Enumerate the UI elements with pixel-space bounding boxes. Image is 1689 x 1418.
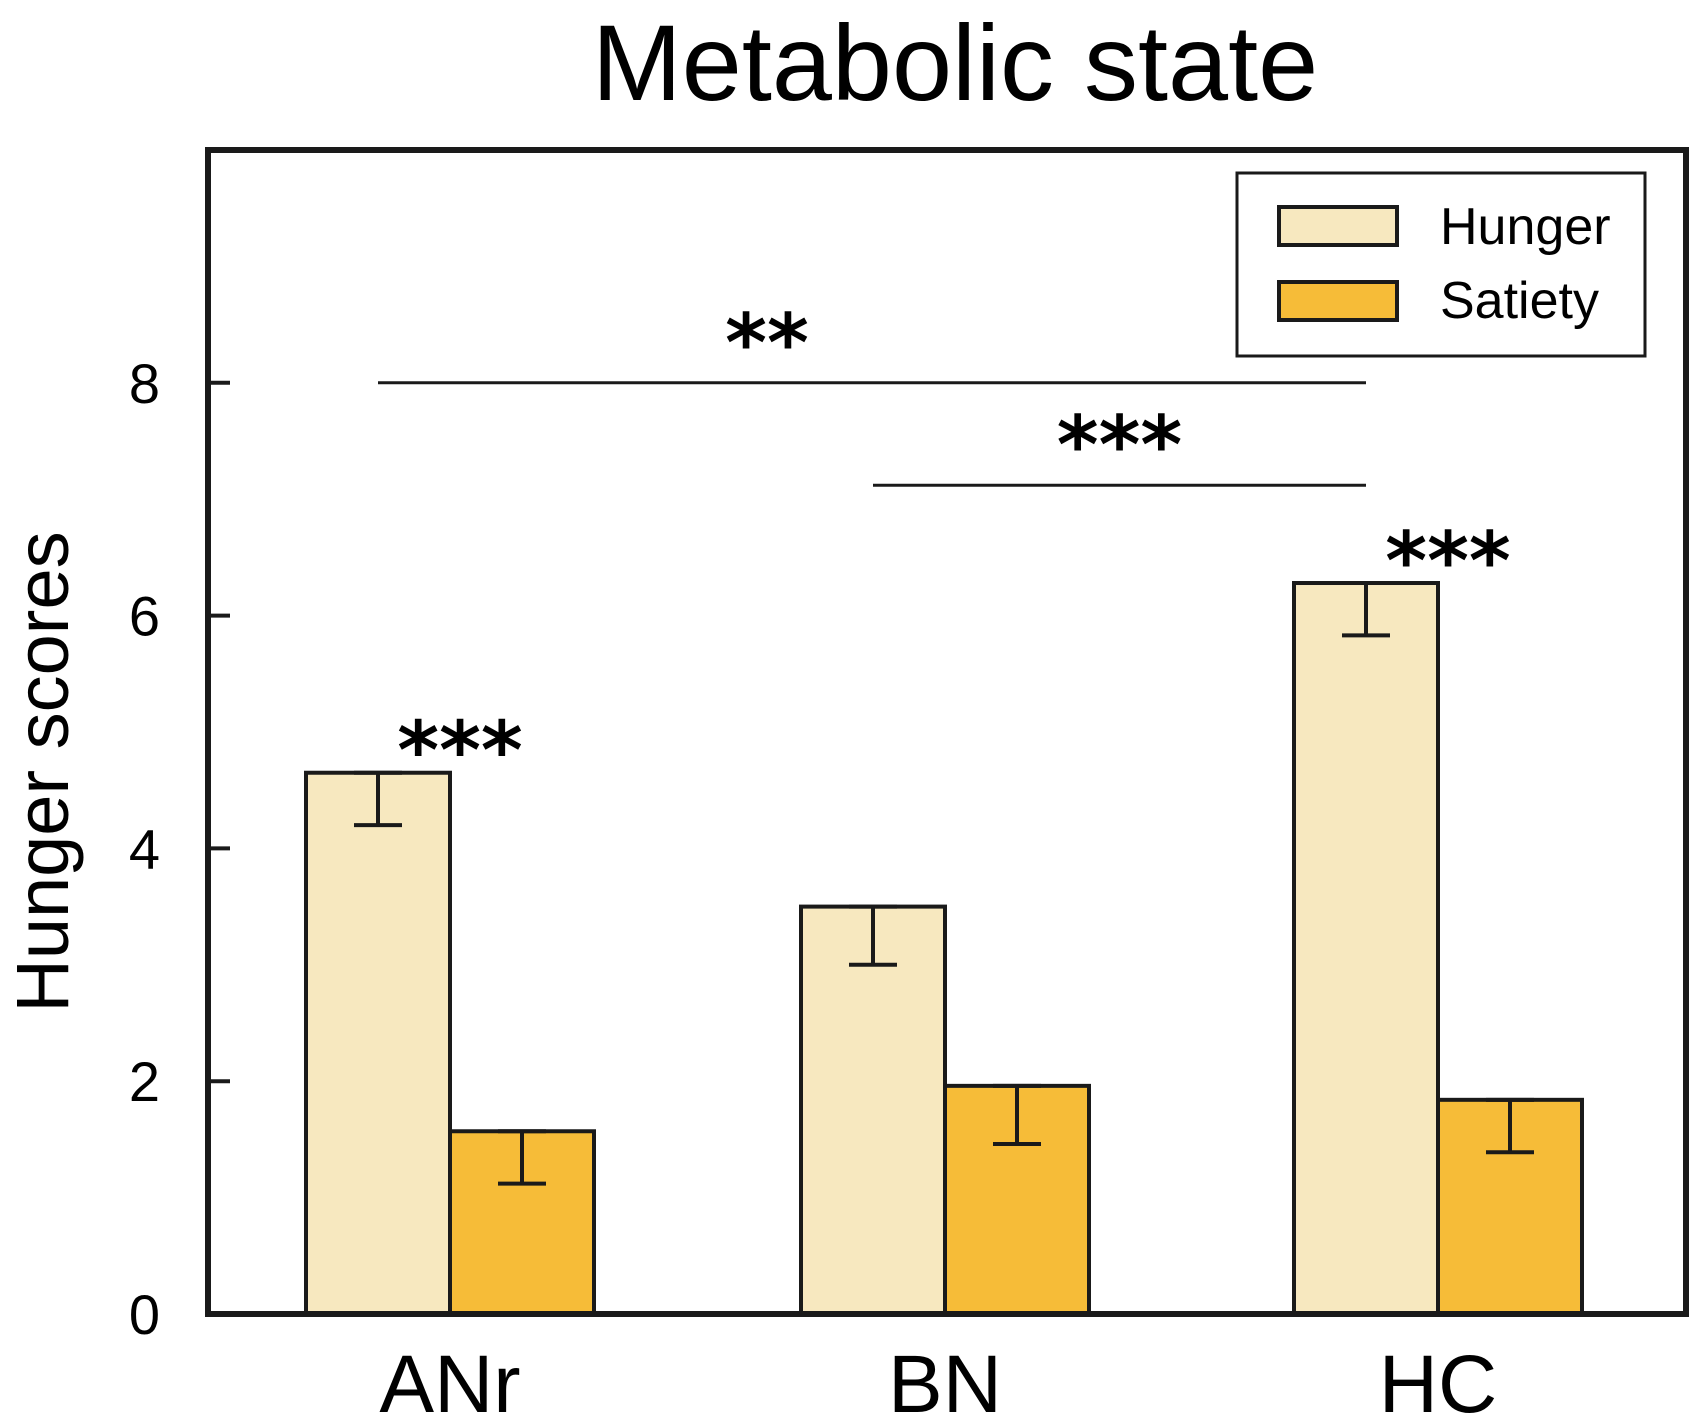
x-tick-label-anr: ANr xyxy=(379,1339,520,1418)
chart-title: Metabolic state xyxy=(592,2,1318,123)
bar-hunger-hc xyxy=(1292,581,1440,1316)
y-tick-label: 4 xyxy=(129,817,160,880)
y-tick-label: 0 xyxy=(129,1283,160,1346)
bar-hunger-bn xyxy=(799,904,947,1316)
legend-box xyxy=(1235,171,1647,358)
x-tick-label-bn: BN xyxy=(888,1339,1002,1418)
legend-swatch-hunger xyxy=(1277,205,1399,247)
y-tick-label: 8 xyxy=(129,352,160,415)
legend-label-hunger: Hunger xyxy=(1440,198,1611,256)
bar-hunger-anr xyxy=(304,770,452,1316)
plot-frame xyxy=(205,147,1689,1317)
significance-stars-anr: *** xyxy=(397,705,523,798)
legend-swatch-satiety xyxy=(1277,280,1399,322)
significance-stars-hc: *** xyxy=(1385,515,1511,608)
y-tick-label: 6 xyxy=(129,585,160,648)
x-tick-label-hc: HC xyxy=(1379,1339,1497,1418)
y-tick-label: 2 xyxy=(129,1050,160,1113)
comparison-stars-bn-hc: *** xyxy=(1057,399,1183,492)
y-axis-label: Hunger scores xyxy=(1,531,84,1012)
legend-label-satiety: Satiety xyxy=(1440,272,1599,330)
legend: Hunger Satiety xyxy=(1235,171,1647,358)
comparison-stars-anr-hc: ** xyxy=(725,297,809,390)
